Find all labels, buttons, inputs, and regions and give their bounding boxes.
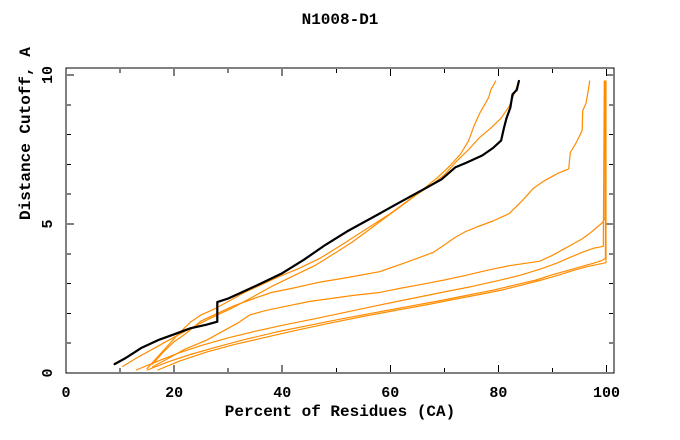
x-axis-label: Percent of Residues (CA)	[224, 403, 456, 421]
y-tick-label: 5	[40, 219, 57, 228]
y-tick-label: 10	[40, 66, 57, 84]
orange_curve_4	[151, 80, 606, 368]
x-tick-label: 40	[273, 385, 291, 402]
chart-title: N1008-D1	[301, 11, 379, 29]
orange_curve_7	[157, 80, 607, 371]
x-tick-label: 80	[489, 385, 507, 402]
orange_curve_2	[122, 81, 520, 367]
x-tick-label: 100	[593, 385, 620, 402]
orange_curve_6	[146, 80, 607, 371]
plot-border	[65, 67, 615, 374]
x-tick-label: 20	[165, 385, 183, 402]
orange_curve_3	[151, 80, 591, 365]
orange_curve_1	[146, 80, 497, 370]
x-tick-label: 0	[61, 385, 70, 402]
orange_curve_5	[135, 80, 605, 371]
black_bold_curve	[113, 79, 521, 366]
y-tick-label: 0	[40, 368, 57, 377]
x-tick-label: 60	[381, 385, 399, 402]
